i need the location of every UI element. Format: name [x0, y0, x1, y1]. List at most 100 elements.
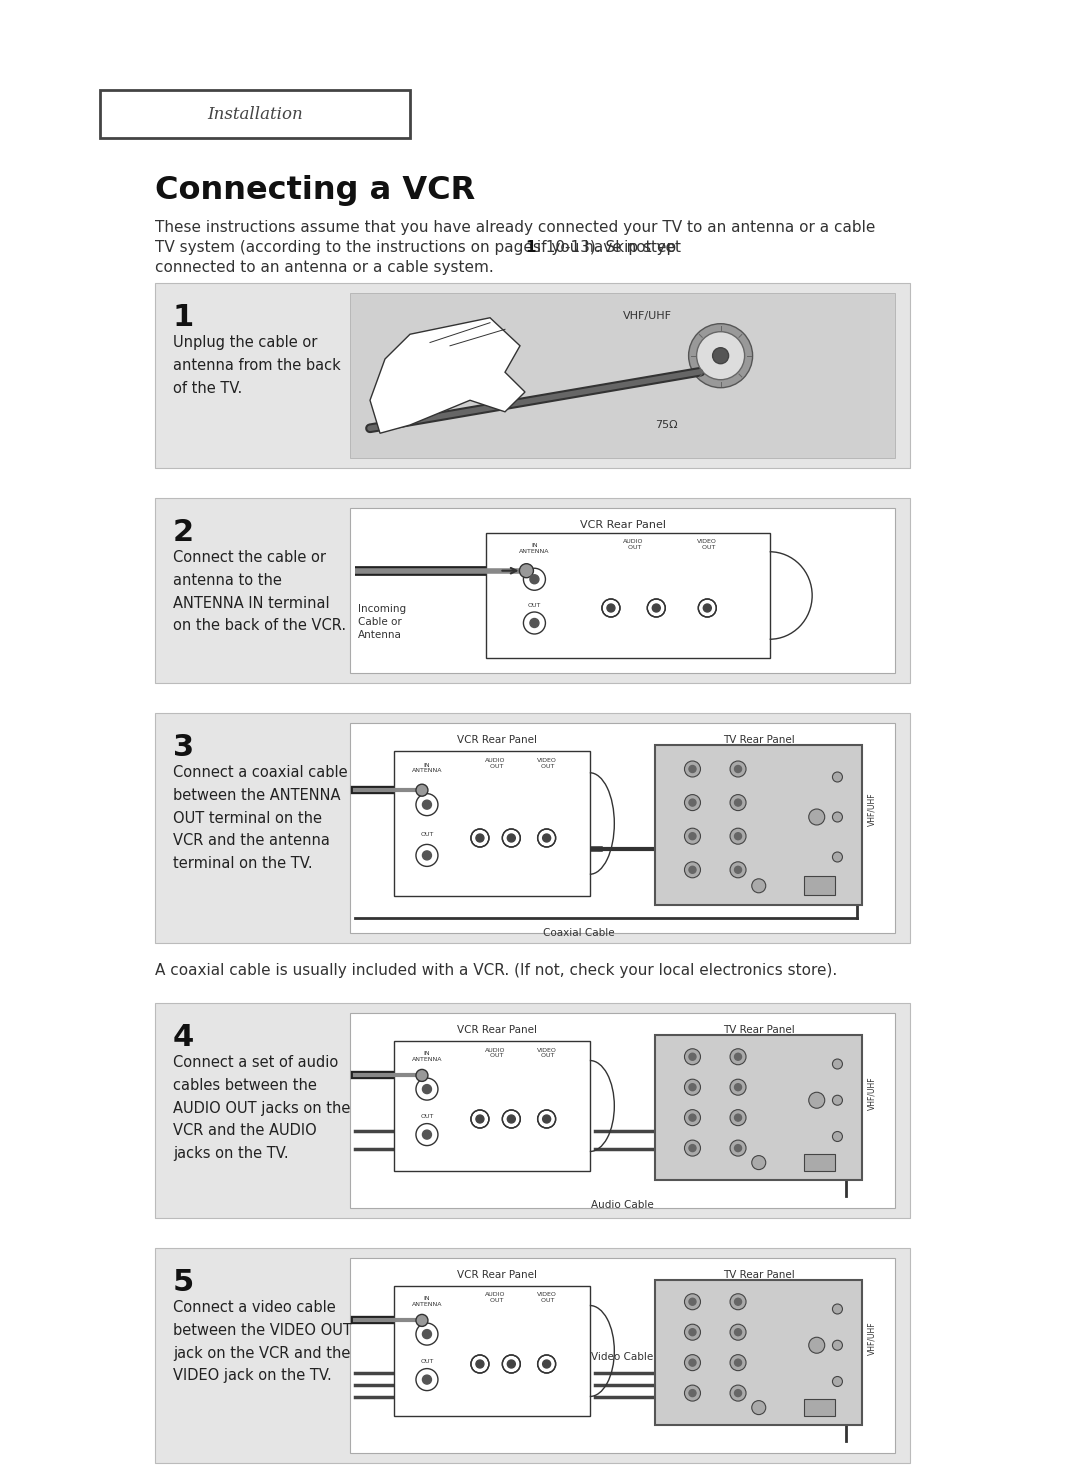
Circle shape	[730, 828, 746, 845]
Bar	[350, 1257, 895, 1453]
Circle shape	[422, 1085, 431, 1094]
Circle shape	[730, 1110, 746, 1126]
Bar	[486, 534, 770, 657]
Circle shape	[730, 1386, 746, 1402]
Bar	[393, 1285, 590, 1417]
Circle shape	[833, 1095, 842, 1106]
Circle shape	[685, 794, 701, 811]
Circle shape	[685, 761, 701, 777]
Circle shape	[833, 772, 842, 783]
Circle shape	[685, 828, 701, 845]
Circle shape	[730, 1294, 746, 1310]
Text: 4: 4	[173, 1023, 194, 1052]
Circle shape	[538, 1110, 555, 1128]
Text: Connect a video cable
between the VIDEO OUT
jack on the VCR and the
VIDEO jack o: Connect a video cable between the VIDEO …	[173, 1300, 352, 1384]
Circle shape	[697, 332, 744, 380]
Circle shape	[422, 850, 431, 859]
Text: VCR Rear Panel: VCR Rear Panel	[457, 1271, 537, 1279]
Circle shape	[647, 598, 665, 618]
Text: Coaxial Cable: Coaxial Cable	[543, 929, 615, 937]
Circle shape	[833, 1377, 842, 1387]
Circle shape	[689, 1299, 696, 1306]
Circle shape	[685, 1355, 701, 1371]
Circle shape	[502, 828, 521, 848]
Bar	[393, 1041, 590, 1170]
Circle shape	[730, 761, 746, 777]
Circle shape	[416, 1070, 428, 1082]
Circle shape	[685, 1386, 701, 1402]
Circle shape	[689, 833, 696, 840]
Text: AUDIO
 OUT: AUDIO OUT	[485, 1048, 505, 1058]
Circle shape	[476, 1114, 484, 1123]
Text: Incoming
Cable or
Antenna: Incoming Cable or Antenna	[357, 604, 406, 640]
Text: VCR Rear Panel: VCR Rear Panel	[457, 736, 537, 744]
Circle shape	[542, 1114, 551, 1123]
Circle shape	[607, 604, 615, 612]
Text: Unplug the cable or
antenna from the back
of the TV.: Unplug the cable or antenna from the bac…	[173, 335, 341, 395]
Circle shape	[689, 1114, 696, 1122]
Text: 2: 2	[173, 517, 194, 547]
Circle shape	[416, 1315, 428, 1327]
Bar	[156, 1002, 910, 1218]
Circle shape	[730, 1324, 746, 1340]
Text: AUDIO
 OUT: AUDIO OUT	[485, 758, 505, 769]
Circle shape	[730, 1139, 746, 1156]
Circle shape	[703, 604, 712, 612]
Circle shape	[422, 800, 431, 809]
Text: VHF/UHF: VHF/UHF	[867, 1321, 876, 1355]
Text: OUT: OUT	[420, 833, 434, 837]
Bar	[350, 724, 895, 933]
Bar	[656, 1035, 862, 1181]
Circle shape	[471, 1355, 489, 1372]
Circle shape	[530, 619, 539, 628]
Text: Video Cable: Video Cable	[592, 1352, 653, 1362]
Circle shape	[476, 1361, 484, 1368]
Circle shape	[685, 862, 701, 879]
Circle shape	[685, 1048, 701, 1064]
Circle shape	[508, 1114, 515, 1123]
Circle shape	[519, 563, 534, 578]
Text: VHF/UHF: VHF/UHF	[622, 311, 672, 321]
Circle shape	[416, 1368, 438, 1390]
Circle shape	[809, 1337, 825, 1353]
Circle shape	[416, 845, 438, 867]
Circle shape	[809, 1092, 825, 1108]
Circle shape	[734, 1299, 742, 1306]
Text: Connecting a VCR: Connecting a VCR	[156, 175, 475, 206]
Circle shape	[502, 1110, 521, 1128]
Text: VCR Rear Panel: VCR Rear Panel	[457, 1024, 537, 1035]
Text: TV Rear Panel: TV Rear Panel	[723, 1024, 795, 1035]
Circle shape	[689, 867, 696, 873]
Circle shape	[476, 834, 484, 842]
Circle shape	[699, 598, 716, 618]
Bar	[393, 750, 590, 896]
Bar	[156, 713, 910, 943]
Circle shape	[689, 1359, 696, 1366]
Circle shape	[422, 1131, 431, 1139]
Text: These instructions assume that you have already connected your TV to an antenna : These instructions assume that you have …	[156, 220, 876, 234]
Bar	[805, 1154, 835, 1172]
Circle shape	[685, 1324, 701, 1340]
Text: 75Ω: 75Ω	[654, 420, 677, 430]
Bar	[805, 1399, 835, 1417]
Circle shape	[809, 809, 825, 825]
Text: if you have not yet: if you have not yet	[532, 240, 681, 255]
Text: VIDEO
 OUT: VIDEO OUT	[537, 758, 556, 769]
Text: VHF/UHF: VHF/UHF	[867, 792, 876, 825]
Circle shape	[833, 1304, 842, 1313]
Bar	[156, 498, 910, 682]
Text: OUT: OUT	[420, 1114, 434, 1119]
Text: VIDEO
 OUT: VIDEO OUT	[537, 1293, 556, 1303]
Text: 3: 3	[173, 733, 194, 762]
Text: VIDEO
 OUT: VIDEO OUT	[537, 1048, 556, 1058]
Circle shape	[734, 867, 742, 873]
Text: VIDEO
 OUT: VIDEO OUT	[698, 539, 717, 550]
Circle shape	[689, 799, 696, 806]
Circle shape	[524, 569, 545, 590]
Circle shape	[416, 1077, 438, 1100]
Circle shape	[416, 1324, 438, 1346]
Circle shape	[734, 1328, 742, 1335]
Text: IN
ANTENNA: IN ANTENNA	[411, 1297, 442, 1307]
Circle shape	[734, 1054, 742, 1060]
Text: Connect the cable or
antenna to the
ANTENNA IN terminal
on the back of the VCR.: Connect the cable or antenna to the ANTE…	[173, 550, 346, 634]
